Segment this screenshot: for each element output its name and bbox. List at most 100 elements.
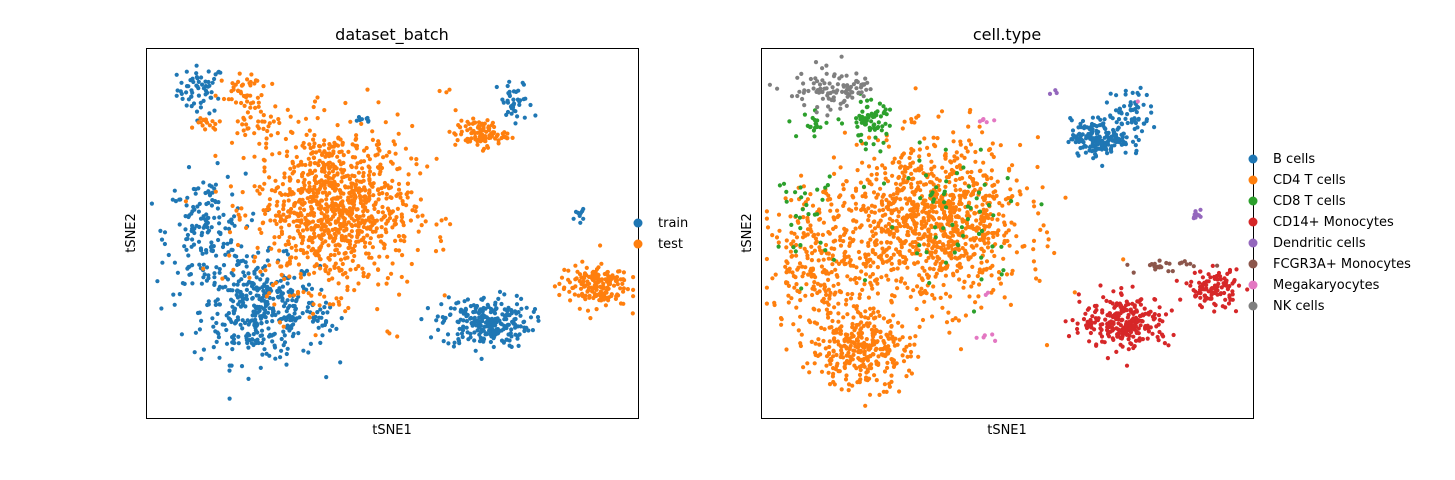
- data-point: [215, 161, 220, 166]
- data-point: [854, 71, 859, 76]
- data-point: [847, 260, 852, 265]
- data-point: [819, 250, 824, 256]
- data-point: [982, 182, 987, 187]
- data-point: [861, 184, 867, 189]
- data-point: [390, 261, 395, 266]
- data-point: [951, 201, 956, 206]
- data-point: [244, 225, 249, 230]
- data-point: [901, 359, 907, 364]
- data-point: [448, 306, 453, 311]
- data-point: [298, 162, 303, 167]
- data-point: [255, 95, 260, 100]
- data-point: [352, 155, 358, 160]
- data-point: [798, 343, 804, 349]
- data-point: [829, 202, 834, 207]
- data-point: [946, 310, 951, 315]
- data-point: [367, 190, 372, 195]
- data-point: [1143, 324, 1148, 329]
- data-point: [802, 88, 807, 93]
- data-point: [366, 251, 371, 256]
- data-point: [269, 246, 274, 251]
- data-point: [226, 250, 231, 255]
- data-point: [821, 257, 826, 262]
- data-point: [315, 95, 320, 100]
- data-point: [310, 240, 315, 245]
- data-point: [913, 189, 918, 194]
- data-point: [809, 274, 814, 279]
- data-point: [393, 218, 398, 223]
- data-point: [518, 98, 523, 103]
- data-point: [261, 84, 266, 89]
- data-point: [818, 86, 823, 91]
- data-point: [481, 138, 486, 143]
- data-point: [397, 292, 402, 297]
- data-point: [1105, 325, 1110, 330]
- data-point: [1105, 356, 1110, 361]
- data-point: [562, 267, 567, 272]
- data-point: [303, 116, 309, 121]
- data-point: [864, 87, 869, 92]
- data-point: [238, 304, 244, 309]
- data-point: [270, 319, 275, 324]
- data-point: [289, 245, 294, 250]
- data-point: [331, 144, 336, 149]
- data-point: [990, 332, 995, 337]
- data-point: [385, 254, 390, 259]
- data-point: [364, 145, 369, 151]
- data-point: [981, 160, 986, 165]
- data-point: [275, 289, 280, 295]
- data-point: [517, 102, 522, 107]
- data-point: [272, 235, 277, 240]
- data-point: [984, 208, 989, 213]
- data-point: [873, 135, 878, 140]
- data-point: [907, 335, 913, 340]
- data-point: [162, 241, 167, 247]
- data-point: [201, 225, 206, 230]
- data-point: [1110, 116, 1115, 121]
- data-point: [279, 264, 284, 269]
- data-point: [361, 224, 366, 230]
- data-point: [441, 247, 446, 252]
- data-point: [212, 76, 217, 82]
- data-point: [886, 221, 892, 226]
- data-point: [784, 245, 789, 250]
- data-point: [196, 186, 201, 191]
- legend-marker: [633, 239, 643, 249]
- data-point: [847, 336, 852, 341]
- data-point: [848, 343, 853, 348]
- data-point: [186, 253, 191, 258]
- data-point: [459, 331, 465, 336]
- data-point: [1076, 292, 1081, 297]
- data-point: [884, 131, 889, 136]
- data-point: [338, 360, 343, 365]
- data-point: [906, 176, 911, 181]
- data-point: [280, 182, 285, 187]
- data-point: [382, 246, 387, 251]
- data-point: [892, 156, 897, 161]
- data-point: [240, 82, 245, 87]
- data-point: [817, 217, 822, 222]
- data-point: [241, 116, 246, 121]
- data-point: [841, 315, 846, 320]
- data-point: [966, 273, 971, 279]
- data-point: [944, 320, 950, 325]
- data-point: [968, 107, 973, 113]
- data-point: [580, 291, 585, 296]
- data-point: [874, 177, 879, 182]
- data-point: [578, 286, 584, 291]
- data-point: [909, 215, 914, 220]
- data-point: [195, 204, 200, 209]
- data-point: [162, 230, 168, 235]
- data-point: [853, 226, 858, 231]
- data-point: [889, 208, 894, 213]
- data-point: [868, 354, 873, 359]
- data-point: [312, 178, 317, 183]
- data-point: [267, 263, 272, 268]
- data-point: [199, 318, 204, 323]
- data-point: [250, 337, 255, 342]
- data-point: [317, 303, 322, 308]
- data-point: [342, 216, 347, 221]
- data-point: [884, 259, 889, 264]
- data-point: [841, 182, 846, 187]
- data-point: [319, 287, 324, 292]
